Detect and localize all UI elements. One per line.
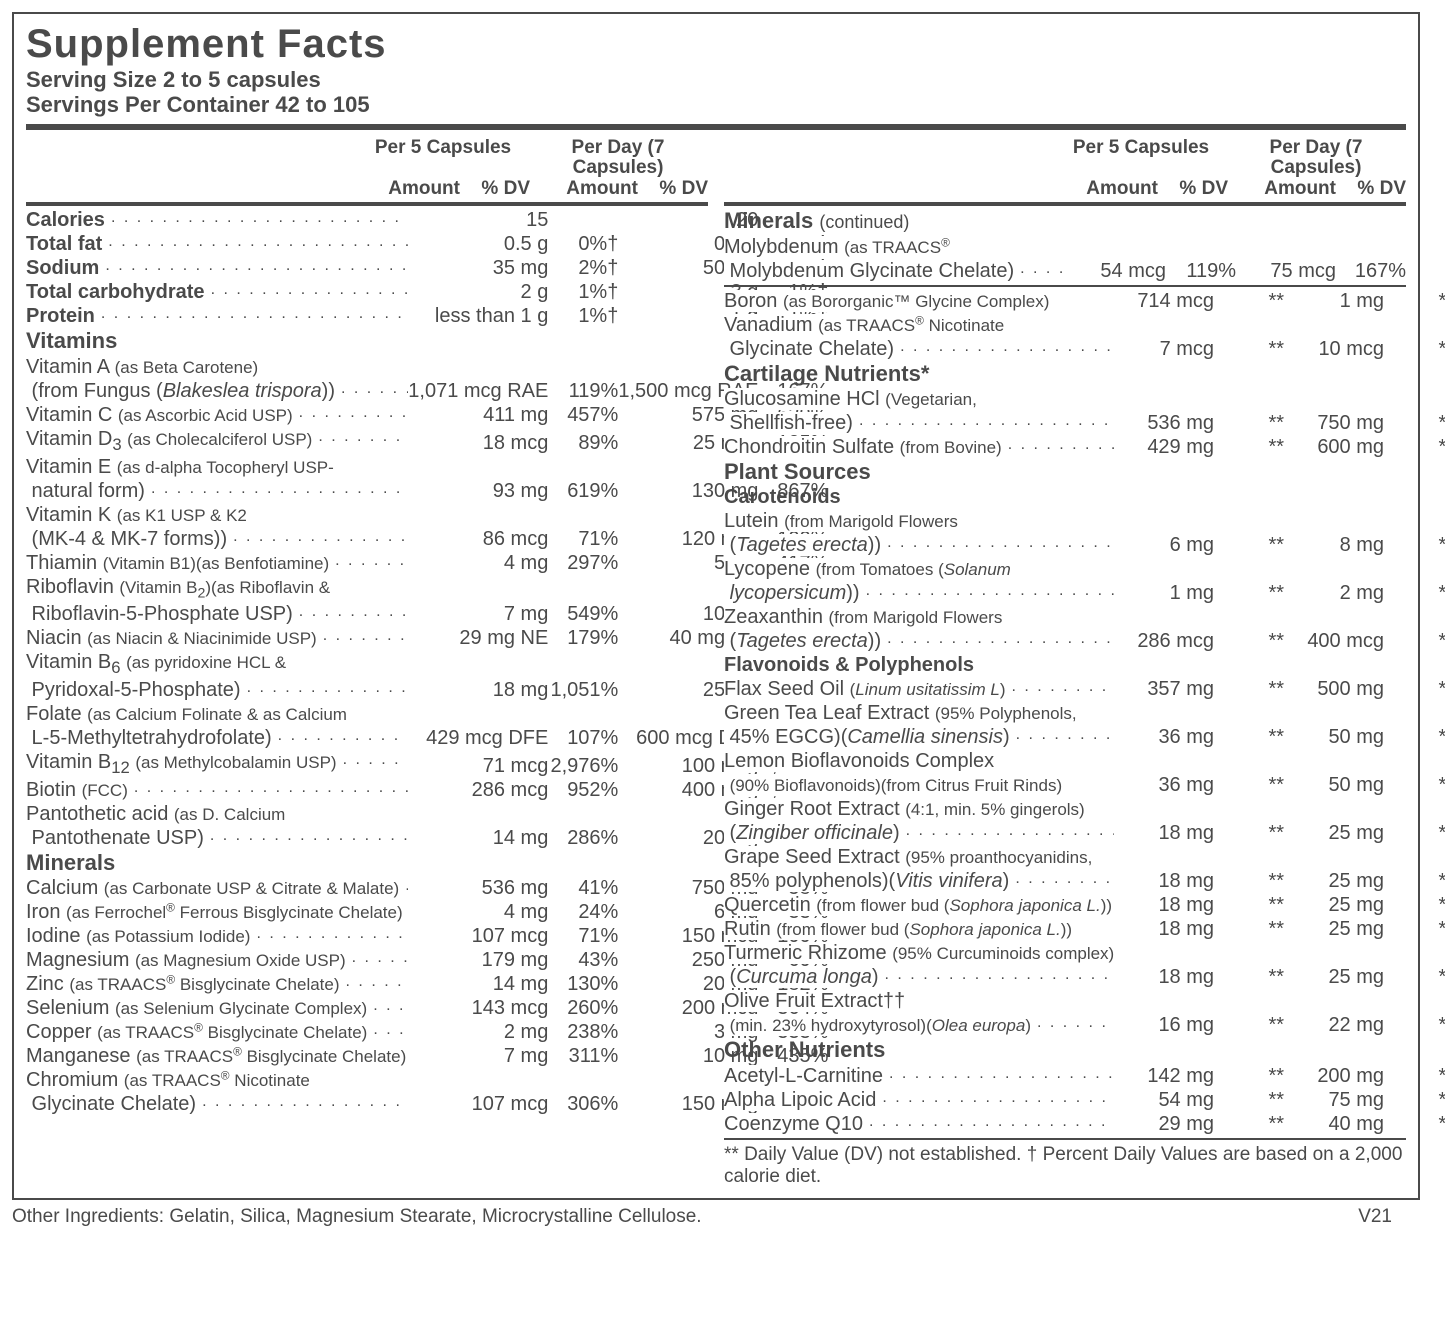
column-header: Per 5 Capsules Per Day (7 Capsules) Amou…	[724, 138, 1406, 201]
fact-row: (min. 23% hydroxytyrosol)(Olea europa) 1…	[724, 1013, 1445, 1037]
fact-row: 45% EGCG)(Camellia sinensis) 36 mg ** 50…	[724, 725, 1445, 749]
fact-row: Glycinate Chelate) 107 mcg 306% 150 mcg …	[26, 1092, 828, 1116]
fact-row: (90% Bioflavonoids)(from Citrus Fruit Ri…	[724, 773, 1445, 797]
fact-row: (from Fungus (Blakeslea trispora)) 1,071…	[26, 379, 828, 403]
side-disclaimer: TRAACS and Ferrochel are trademarks of A…	[1412, 0, 1445, 10]
divider	[724, 202, 1406, 206]
fact-row: Total fat 0.5 g 0%† 0.5 g 1%†	[26, 232, 828, 256]
fact-row: Glycinate Chelate) 7 mcg ** 10 mcg **	[724, 337, 1445, 361]
fact-row: Flax Seed Oil (Linum usitatissim L) 357 …	[724, 677, 1445, 701]
fact-row: Manganese (as TRAACS® Bisglycinate Chela…	[26, 1044, 828, 1068]
fact-row: (Curcuma longa) 18 mg ** 25 mg **	[724, 965, 1445, 989]
fact-row: Coenzyme Q10 29 mg ** 40 mg **	[724, 1112, 1445, 1136]
fact-row: Calcium (as Carbonate USP & Citrate & Ma…	[26, 876, 828, 900]
fact-row: Vitamin B12 (as Methylcobalamin USP) 71 …	[26, 750, 828, 778]
fact-row: Boron (as Bororganic™ Glycine Complex) 7…	[724, 289, 1445, 313]
fact-row: Molybdenum Glycinate Chelate) 54 mcg 119…	[724, 259, 1406, 283]
fact-row: Riboflavin-5-Phosphate USP) 7 mg 549% 10…	[26, 602, 828, 626]
servings-per-container: Servings Per Container 42 to 105	[26, 92, 1406, 117]
fact-row: Pantothenate USP) 14 mg 286% 20 mg 400%	[26, 826, 828, 850]
fact-row: natural form) 93 mg 619% 130 mg 867%	[26, 479, 828, 503]
fact-row: Copper (as TRAACS® Bisglycinate Chelate)…	[26, 1020, 828, 1044]
facts-table: Minerals (continued)Molybdenum (as TRAAC…	[724, 208, 1406, 282]
fact-row: Protein less than 1 g 1%† 1 g 1%†	[26, 304, 828, 328]
fact-row: Total carbohydrate 2 g 1%† 3 g 1%†	[26, 280, 828, 304]
fact-row: Zinc (as TRAACS® Bisglycinate Chelate) 1…	[26, 972, 828, 996]
fact-row: Magnesium (as Magnesium Oxide USP) 179 m…	[26, 948, 828, 972]
fact-row: Pyridoxal-5-Phosphate) 18 mg 1,051% 25 m…	[26, 678, 828, 702]
other-ingredients: Other Ingredients: Gelatin, Silica, Magn…	[12, 1206, 702, 1228]
divider	[26, 124, 1406, 130]
fact-row: Thiamin (Vitamin B1)(as Benfotiamine) 4 …	[26, 551, 828, 575]
fact-row: lycopersicum)) 1 mg ** 2 mg **	[724, 581, 1445, 605]
serving-size: Serving Size 2 to 5 capsules	[26, 67, 1406, 92]
fact-row: Vitamin C (as Ascorbic Acid USP) 411 mg …	[26, 403, 828, 427]
title: Supplement Facts	[26, 22, 1406, 67]
fact-row: (Zingiber officinale) 18 mg ** 25 mg **	[724, 821, 1445, 845]
column-header: Per 5 Capsules Per Day (7 Capsules) Amou…	[26, 138, 708, 201]
fact-row: Niacin (as Niacin & Niacinimide USP) 29 …	[26, 626, 828, 650]
fact-row: (Tagetes erecta)) 286 mcg ** 400 mcg **	[724, 629, 1445, 653]
fact-row: Chondroitin Sulfate (from Bovine) 429 mg…	[724, 435, 1445, 459]
supplement-facts-panel: Supplement Facts Serving Size 2 to 5 cap…	[12, 12, 1420, 1200]
footer: Other Ingredients: Gelatin, Silica, Magn…	[12, 1206, 1392, 1228]
divider	[26, 202, 708, 206]
columns-wrap: Per 5 Capsules Per Day (7 Capsules) Amou…	[26, 138, 1406, 1188]
fact-row: Calories 15 20	[26, 208, 828, 232]
facts-table: Calories 15 20 Total fat 0.5 g 0%† 0.5 g…	[26, 208, 828, 1116]
fact-row: Shellfish-free) 536 mg ** 750 mg **	[724, 411, 1445, 435]
fact-row: Vitamin D3 (as Cholecalciferol USP) 18 m…	[26, 427, 828, 455]
fact-row: Quercetin (from flower bud (Sophora japo…	[724, 893, 1445, 917]
fact-row: Biotin (FCC) 286 mcg 952% 400 mcg 1,333%	[26, 778, 828, 802]
fact-row: (Tagetes erecta)) 6 mg ** 8 mg **	[724, 533, 1445, 557]
fact-row: L-5-Methyltetrahydrofolate) 429 mcg DFE …	[26, 726, 828, 750]
fact-row: Iron (as Ferrochel® Ferrous Bisglycinate…	[26, 900, 828, 924]
footnote: ** Daily Value (DV) not established. † P…	[724, 1144, 1406, 1188]
fact-row: Alpha Lipoic Acid 54 mg ** 75 mg **	[724, 1088, 1445, 1112]
fact-row: Rutin (from flower bud (Sophora japonica…	[724, 917, 1445, 941]
fact-row: Sodium 35 mg 2%† 50 mg 2%†	[26, 256, 828, 280]
version: V21	[1358, 1206, 1392, 1228]
fact-row: Acetyl-L-Carnitine 142 mg ** 200 mg **	[724, 1064, 1445, 1088]
fact-row: 85% polyphenols)(Vitis vinifera) 18 mg *…	[724, 869, 1445, 893]
fact-row: Selenium (as Selenium Glycinate Complex)…	[26, 996, 828, 1020]
left-column: Per 5 Capsules Per Day (7 Capsules) Amou…	[26, 138, 708, 1188]
fact-row: Iodine (as Potassium Iodide) 107 mcg 71%…	[26, 924, 828, 948]
fact-row: (MK-4 & MK-7 forms)) 86 mcg 71% 120 mcg …	[26, 527, 828, 551]
